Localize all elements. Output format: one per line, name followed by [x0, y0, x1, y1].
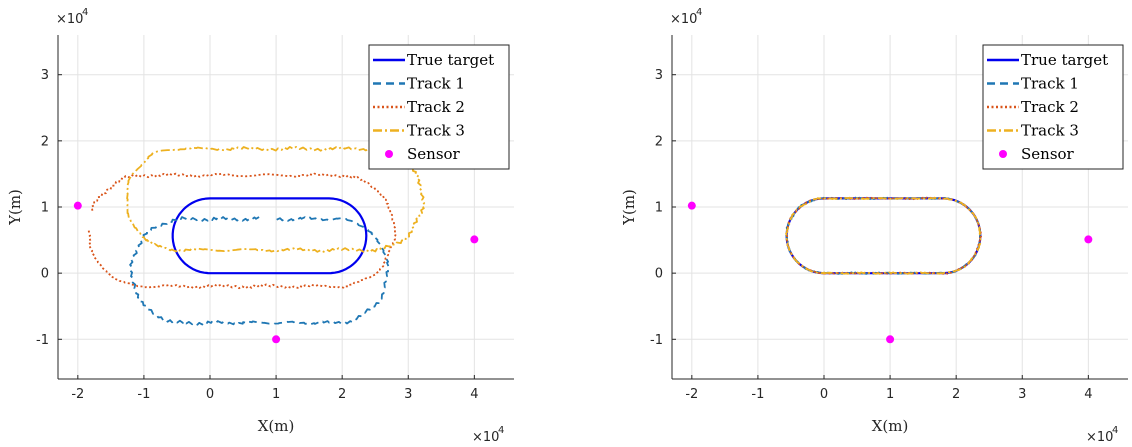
series-line-track-3 [126, 146, 426, 253]
y-exponent-power: 4 [82, 7, 88, 18]
legend-entry: Sensor [1021, 145, 1075, 163]
x-axis-label: X(m) [872, 417, 909, 435]
legend-entry: Track 3 [407, 122, 465, 140]
x-tick-label: 3 [1018, 387, 1026, 402]
x-tick-label: 2 [952, 387, 960, 402]
legend: True target Track 1 Track 2 Track 3 Sensor [368, 44, 510, 170]
x-exponent-power: 4 [498, 425, 504, 436]
y-tick-label: 1 [655, 201, 663, 216]
y-axis-label: Y(m) [620, 189, 638, 226]
x-tick-label: 1 [886, 387, 894, 402]
series-line-track-3 [785, 196, 982, 275]
legend-entry: Track 1 [407, 75, 465, 93]
x-exponent-label: ×10 [1086, 430, 1113, 445]
legend-entry: Track 2 [407, 98, 465, 116]
sensor-point [886, 335, 895, 344]
x-tick-label: 0 [206, 387, 214, 402]
plot-series [785, 196, 982, 275]
x-tick-label: -1 [751, 387, 764, 402]
legend-entry: Track 1 [1021, 75, 1079, 93]
sensor-point [73, 201, 82, 210]
legend-entry: True target [407, 51, 494, 69]
x-axis-label: X(m) [258, 417, 295, 435]
y-tick-label: -1 [650, 333, 663, 348]
sensor-point [687, 201, 696, 210]
series-line-track-2 [87, 172, 397, 290]
sensor-point [470, 235, 479, 244]
y-exponent-power: 4 [696, 7, 702, 18]
x-tick-label: 3 [404, 387, 412, 402]
y-tick-label: 3 [41, 68, 49, 83]
y-exponent-label: ×10 [670, 12, 697, 27]
x-tick-label: 1 [272, 387, 280, 402]
x-tick-label: -2 [71, 387, 84, 402]
x-tick-label: 4 [470, 387, 478, 402]
x-exponent-label: ×10 [472, 430, 499, 445]
y-tick-label: -1 [36, 333, 49, 348]
x-tick-label: 0 [820, 387, 828, 402]
y-exponent-label: ×10 [56, 12, 83, 27]
series-line-true-target [171, 197, 368, 275]
legend-marker-sensor [999, 150, 1007, 158]
legend: True target Track 1 Track 2 Track 3 Sensor [982, 44, 1124, 170]
legend-entry: Sensor [407, 145, 461, 163]
x-tick-label: -2 [685, 387, 698, 402]
legend-marker-sensor [385, 150, 393, 158]
y-tick-label: 1 [41, 201, 49, 216]
y-tick-label: 0 [41, 267, 49, 282]
legend-entry: Track 3 [1021, 122, 1079, 140]
y-tick-label: 2 [41, 134, 49, 149]
y-tick-label: 3 [655, 68, 663, 83]
legend-entry: True target [1021, 51, 1108, 69]
legend-entry: Track 2 [1021, 98, 1079, 116]
x-exponent-power: 4 [1112, 425, 1118, 436]
y-tick-label: 2 [655, 134, 663, 149]
x-tick-label: 4 [1084, 387, 1092, 402]
sensor-point [1084, 235, 1093, 244]
y-tick-label: 0 [655, 267, 663, 282]
sensor-point [272, 335, 281, 344]
series-line-track-1 [129, 216, 390, 326]
y-axis-label: Y(m) [6, 189, 24, 226]
x-tick-label: -1 [137, 387, 150, 402]
plot-series [87, 146, 426, 326]
x-tick-label: 2 [338, 387, 346, 402]
